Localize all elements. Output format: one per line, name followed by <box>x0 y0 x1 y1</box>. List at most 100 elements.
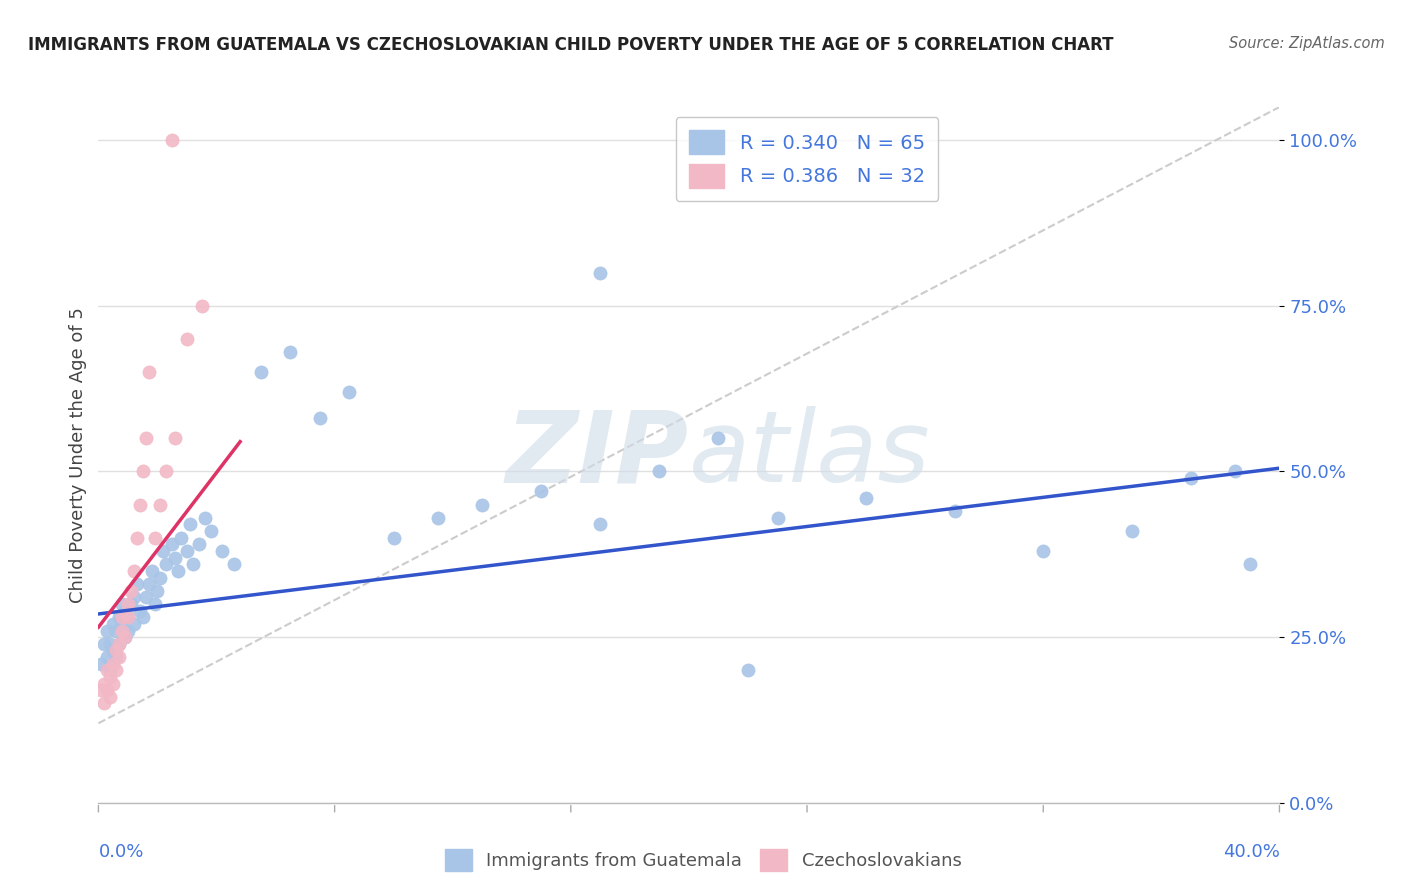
Text: ZIP: ZIP <box>506 407 689 503</box>
Point <box>111 597 134 611</box>
Point <box>93 697 115 711</box>
Point <box>135 591 157 605</box>
Point <box>1225 465 1247 479</box>
Point <box>589 517 612 532</box>
Legend: R = 0.340   N = 65, R = 0.386   N = 32: R = 0.340 N = 65, R = 0.386 N = 32 <box>676 117 938 202</box>
Point <box>117 597 139 611</box>
Point <box>181 558 204 572</box>
Point <box>103 657 125 671</box>
Point <box>1180 471 1202 485</box>
Point <box>382 531 405 545</box>
Point <box>155 558 177 572</box>
Point <box>98 663 121 677</box>
Point <box>648 465 671 479</box>
Point <box>128 604 150 618</box>
Point <box>855 491 877 505</box>
Point <box>105 624 128 638</box>
Point <box>117 610 139 624</box>
Point <box>93 676 115 690</box>
Legend: Immigrants from Guatemala, Czechoslovakians: Immigrants from Guatemala, Czechoslovaki… <box>437 842 969 879</box>
Point <box>125 577 148 591</box>
Text: Source: ZipAtlas.com: Source: ZipAtlas.com <box>1229 36 1385 51</box>
Point <box>1032 544 1054 558</box>
Point <box>589 266 612 280</box>
Point <box>111 616 134 631</box>
Point <box>167 564 190 578</box>
Point <box>152 544 174 558</box>
Point <box>135 431 157 445</box>
Text: 40.0%: 40.0% <box>1223 843 1279 861</box>
Point <box>141 564 163 578</box>
Point <box>103 676 125 690</box>
Point <box>1239 558 1261 572</box>
Point <box>170 531 193 545</box>
Point <box>224 558 246 572</box>
Point <box>179 517 201 532</box>
Point <box>211 544 233 558</box>
Point <box>105 643 128 657</box>
Point <box>96 624 118 638</box>
Point <box>339 384 361 399</box>
Point <box>707 431 730 445</box>
Point <box>96 683 118 698</box>
Point <box>191 299 214 313</box>
Point <box>737 663 759 677</box>
Point <box>108 637 131 651</box>
Point <box>138 577 160 591</box>
Point <box>162 133 183 147</box>
Point <box>96 663 118 677</box>
Point <box>146 583 169 598</box>
Point <box>103 643 125 657</box>
Point <box>103 616 125 631</box>
Point <box>280 345 302 359</box>
Point <box>187 537 209 551</box>
Point <box>96 650 118 665</box>
Text: 0.0%: 0.0% <box>98 843 143 861</box>
Point <box>98 690 121 704</box>
Point <box>165 431 187 445</box>
Point <box>111 610 134 624</box>
Point <box>194 511 217 525</box>
Point <box>143 597 166 611</box>
Point <box>120 583 142 598</box>
Point <box>176 544 198 558</box>
Point <box>155 465 177 479</box>
Point <box>108 610 131 624</box>
Point <box>309 411 332 425</box>
Point <box>427 511 450 525</box>
Point <box>108 650 131 665</box>
Point <box>176 332 198 346</box>
Point <box>471 498 494 512</box>
Point <box>1121 524 1143 538</box>
Point <box>128 498 150 512</box>
Point <box>114 630 136 644</box>
Point <box>766 511 789 525</box>
Point <box>114 630 136 644</box>
Point <box>105 663 128 677</box>
Point <box>98 670 121 684</box>
Point <box>108 637 131 651</box>
Point <box>117 624 139 638</box>
Point <box>143 531 166 545</box>
Point <box>125 531 148 545</box>
Point <box>105 650 128 665</box>
Y-axis label: Child Poverty Under the Age of 5: Child Poverty Under the Age of 5 <box>69 307 87 603</box>
Point <box>200 524 222 538</box>
Point <box>250 365 273 379</box>
Point <box>149 498 172 512</box>
Point <box>117 610 139 624</box>
Point <box>120 597 142 611</box>
Point <box>122 616 145 631</box>
Point <box>122 591 145 605</box>
Point <box>93 637 115 651</box>
Point <box>530 484 553 499</box>
Point <box>111 624 134 638</box>
Text: IMMIGRANTS FROM GUATEMALA VS CZECHOSLOVAKIAN CHILD POVERTY UNDER THE AGE OF 5 CO: IMMIGRANTS FROM GUATEMALA VS CZECHOSLOVA… <box>28 36 1114 54</box>
Point <box>162 537 183 551</box>
Point <box>165 550 187 565</box>
Point <box>114 604 136 618</box>
Point <box>90 657 112 671</box>
Point <box>138 365 160 379</box>
Point <box>149 570 172 584</box>
Point <box>98 637 121 651</box>
